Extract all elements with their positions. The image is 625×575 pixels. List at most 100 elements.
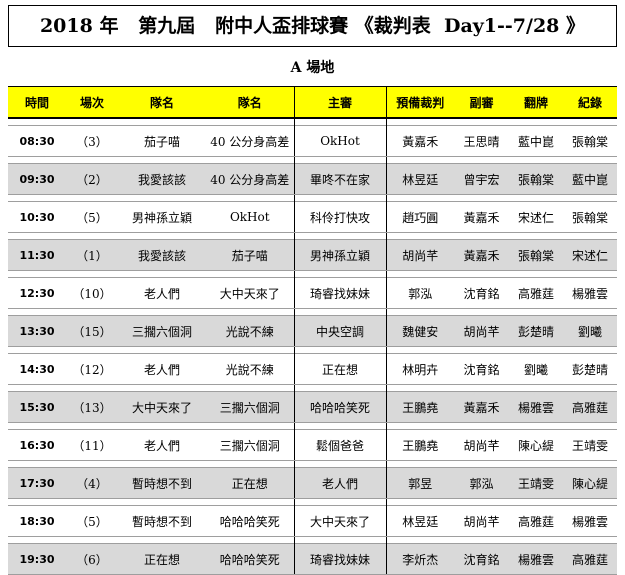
cell-team2: 大中天來了 bbox=[206, 277, 294, 309]
row-spacer bbox=[8, 460, 617, 468]
cell-referee: OkHot bbox=[293, 125, 387, 157]
cell-record: 劉曦 bbox=[563, 315, 617, 347]
cell-team1: 暫時想不到 bbox=[118, 505, 206, 537]
cell-standby: 郭泓 bbox=[386, 277, 454, 309]
cell-flip: 藍中崑 bbox=[509, 125, 563, 157]
row-spacer bbox=[8, 118, 617, 126]
header-referee: 主審 bbox=[293, 86, 387, 119]
cell-standby: 趙巧圓 bbox=[386, 201, 454, 233]
cell-match: （10） bbox=[66, 277, 118, 309]
cell-match: （6） bbox=[66, 543, 118, 575]
header-team2: 隊名 bbox=[206, 86, 294, 119]
row-spacer bbox=[8, 422, 617, 430]
table-row: 08:30 （3） 茄子喵 40 公分身高差 OkHot 黃嘉禾 王思晴 藍中崑 張翰棠 bbox=[8, 125, 617, 157]
cell-match: （4） bbox=[66, 467, 118, 499]
cell-flip: 彭楚晴 bbox=[509, 315, 563, 347]
cell-flip: 宋述仁 bbox=[509, 201, 563, 233]
cell-team1: 大中天來了 bbox=[118, 391, 206, 423]
table-row: 17:30 （4） 暫時想不到 正在想 老人們 郭昱 郭泓 王靖雯 陳心緹 bbox=[8, 467, 617, 499]
cell-team1: 三擱六個洞 bbox=[118, 315, 206, 347]
row-spacer bbox=[8, 498, 617, 506]
cell-time: 19:30 bbox=[8, 543, 66, 575]
cell-standby: 黃嘉禾 bbox=[386, 125, 454, 157]
cell-flip: 王靖雯 bbox=[509, 467, 563, 499]
cell-record: 楊雅雲 bbox=[563, 505, 617, 537]
cell-flip: 陳心緹 bbox=[509, 429, 563, 461]
cell-record: 陳心緹 bbox=[563, 467, 617, 499]
cell-assistant: 黃嘉禾 bbox=[454, 391, 509, 423]
cell-flip: 楊雅雲 bbox=[509, 391, 563, 423]
header-team1: 隊名 bbox=[118, 86, 206, 119]
cell-time: 08:30 bbox=[8, 125, 66, 157]
cell-team2: 哈哈哈笑死 bbox=[206, 505, 294, 537]
table-row: 11:30 （1） 我愛該該 茄子喵 男神孫立穎 胡尚芊 黃嘉禾 張翰棠 宋述仁 bbox=[8, 239, 617, 271]
cell-standby: 李炘杰 bbox=[386, 543, 454, 575]
cell-match: （5） bbox=[66, 201, 118, 233]
cell-assistant: 郭泓 bbox=[454, 467, 509, 499]
cell-record: 高雅莛 bbox=[563, 543, 617, 575]
cell-assistant: 王思晴 bbox=[454, 125, 509, 157]
row-spacer bbox=[8, 536, 617, 544]
table-row: 13:30 （15） 三擱六個洞 光說不練 中央空調 魏健安 胡尚芊 彭楚晴 劉曦 bbox=[8, 315, 617, 347]
cell-record: 張翰棠 bbox=[563, 201, 617, 233]
cell-match: （2） bbox=[66, 163, 118, 195]
table-row: 09:30 （2） 我愛該該 40 公分身高差 畢咚不在家 林昱廷 曾宇宏 張翰棠 藍中崑 bbox=[8, 163, 617, 195]
referee-schedule-table: 時間 場次 隊名 隊名 主審 預備裁判 副審 翻牌 紀錄 08:30 （3） 茄子喵… bbox=[8, 86, 617, 575]
header-match: 場次 bbox=[66, 86, 118, 119]
cell-assistant: 沈育銘 bbox=[454, 277, 509, 309]
cell-time: 13:30 bbox=[8, 315, 66, 347]
cell-flip: 高雅莛 bbox=[509, 505, 563, 537]
cell-referee: 大中天來了 bbox=[293, 505, 387, 537]
cell-time: 11:30 bbox=[8, 239, 66, 271]
cell-standby: 郭昱 bbox=[386, 467, 454, 499]
cell-record: 張翰棠 bbox=[563, 125, 617, 157]
cell-team2: 正在想 bbox=[206, 467, 294, 499]
cell-flip: 劉曦 bbox=[509, 353, 563, 385]
table-row: 10:30 （5） 男神孫立穎 OkHot 科伶打快攻 趙巧圓 黃嘉禾 宋述仁 張翰棠 bbox=[8, 201, 617, 233]
cell-referee: 正在想 bbox=[293, 353, 387, 385]
cell-time: 12:30 bbox=[8, 277, 66, 309]
cell-record: 高雅莛 bbox=[563, 391, 617, 423]
cell-match: （3） bbox=[66, 125, 118, 157]
cell-team2: 三擱六個洞 bbox=[206, 429, 294, 461]
header-standby: 預備裁判 bbox=[386, 86, 454, 119]
cell-time: 14:30 bbox=[8, 353, 66, 385]
cell-assistant: 曾宇宏 bbox=[454, 163, 509, 195]
cell-team2: 哈哈哈笑死 bbox=[206, 543, 294, 575]
table-header-row: 時間 場次 隊名 隊名 主審 預備裁判 副審 翻牌 紀錄 bbox=[8, 86, 617, 119]
cell-time: 15:30 bbox=[8, 391, 66, 423]
cell-record: 宋述仁 bbox=[563, 239, 617, 271]
cell-match: （11） bbox=[66, 429, 118, 461]
header-assistant: 副審 bbox=[454, 86, 509, 119]
cell-standby: 林明卉 bbox=[386, 353, 454, 385]
cell-assistant: 黃嘉禾 bbox=[454, 239, 509, 271]
cell-match: （5） bbox=[66, 505, 118, 537]
row-spacer bbox=[8, 232, 617, 240]
cell-team1: 老人們 bbox=[118, 277, 206, 309]
row-spacer bbox=[8, 194, 617, 202]
cell-team1: 我愛該該 bbox=[118, 163, 206, 195]
header-time: 時間 bbox=[8, 86, 66, 119]
cell-team1: 正在想 bbox=[118, 543, 206, 575]
table-row: 19:30 （6） 正在想 哈哈哈笑死 琦睿找妹妹 李炘杰 沈育銘 楊雅雲 高雅莛 bbox=[8, 543, 617, 575]
cell-standby: 林昱廷 bbox=[386, 505, 454, 537]
cell-team1: 男神孫立穎 bbox=[118, 201, 206, 233]
cell-referee: 科伶打快攻 bbox=[293, 201, 387, 233]
cell-team1: 茄子喵 bbox=[118, 125, 206, 157]
cell-match: （12） bbox=[66, 353, 118, 385]
table-row: 12:30 （10） 老人們 大中天來了 琦睿找妹妹 郭泓 沈育銘 高雅莛 楊雅雲 bbox=[8, 277, 617, 309]
cell-referee: 哈哈哈笑死 bbox=[293, 391, 387, 423]
cell-team2: 光說不練 bbox=[206, 353, 294, 385]
cell-team1: 暫時想不到 bbox=[118, 467, 206, 499]
cell-standby: 王鵬堯 bbox=[386, 429, 454, 461]
page-title: 2018 年 第九屆 附中人盃排球賽 《裁判表 Day1--7/28 》 bbox=[8, 5, 617, 47]
cell-standby: 王鵬堯 bbox=[386, 391, 454, 423]
table-row: 14:30 （12） 老人們 光說不練 正在想 林明卉 沈育銘 劉曦 彭楚晴 bbox=[8, 353, 617, 385]
cell-time: 16:30 bbox=[8, 429, 66, 461]
cell-record: 彭楚晴 bbox=[563, 353, 617, 385]
cell-assistant: 胡尚芊 bbox=[454, 505, 509, 537]
cell-referee: 老人們 bbox=[293, 467, 387, 499]
cell-assistant: 黃嘉禾 bbox=[454, 201, 509, 233]
venue-subtitle: A 場地 bbox=[290, 60, 335, 76]
cell-team2: 40 公分身高差 bbox=[206, 163, 294, 195]
